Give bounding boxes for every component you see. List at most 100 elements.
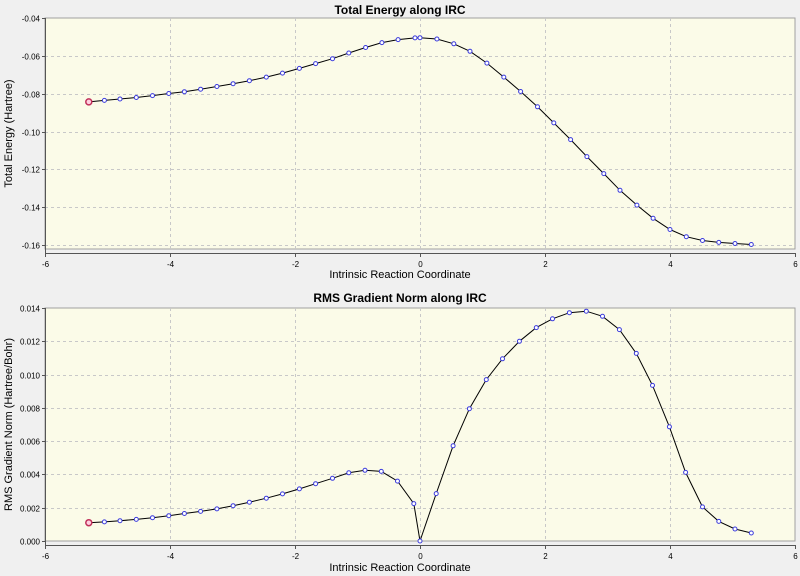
data-point — [650, 382, 655, 388]
y-tick-label: -0.10 — [22, 129, 41, 138]
data-point — [313, 481, 319, 487]
x-tick-label: -6 — [42, 552, 50, 561]
x-tick-label: -4 — [167, 552, 175, 561]
data-point — [330, 475, 335, 481]
x-tick-label: 6 — [793, 552, 798, 561]
data-point — [601, 171, 607, 177]
data-point — [133, 516, 139, 522]
data-point — [181, 511, 187, 516]
data-point — [501, 74, 507, 80]
data-point — [467, 48, 473, 54]
y-tick-label: 0.006 — [20, 438, 41, 447]
y-tick-label: -0.08 — [22, 91, 41, 100]
y-axis-label: Total Energy (Hartree) — [3, 79, 15, 187]
data-point — [667, 227, 673, 232]
y-tick-label: -0.14 — [22, 204, 41, 213]
data-point — [346, 470, 352, 476]
x-tick-label: 2 — [543, 260, 548, 269]
data-point — [417, 35, 423, 41]
chart-title: RMS Gradient Norm along IRC — [313, 291, 487, 305]
data-point — [296, 486, 302, 492]
x-tick-label: -2 — [292, 260, 300, 269]
data-point — [650, 215, 656, 221]
y-tick-label: 0.014 — [20, 305, 41, 314]
data-point — [246, 499, 252, 505]
data-point — [633, 350, 639, 356]
data-point — [616, 327, 622, 333]
y-tick-label: 0.002 — [20, 505, 41, 514]
data-point — [214, 84, 220, 89]
data-point — [700, 238, 705, 243]
data-point — [230, 81, 236, 87]
data-point — [451, 41, 457, 47]
y-tick-label: 0.008 — [20, 405, 41, 414]
x-tick-label: 4 — [668, 552, 673, 561]
data-point — [433, 491, 439, 497]
data-point — [700, 504, 705, 510]
data-point — [732, 526, 738, 532]
data-point — [500, 356, 505, 362]
data-point — [117, 96, 123, 102]
data-point — [395, 37, 401, 43]
x-tick-label: -4 — [167, 260, 175, 269]
data-point — [280, 491, 285, 497]
x-tick-label: 2 — [543, 552, 548, 561]
y-axis-label: RMS Gradient Norm (Hartree/Bohr) — [3, 338, 15, 511]
data-point — [166, 513, 172, 519]
data-point — [568, 137, 574, 143]
data-point — [263, 74, 269, 80]
y-tick-label: -0.12 — [22, 166, 41, 175]
x-axis-label: Intrinsic Reaction Coordinate — [329, 562, 470, 574]
data-point — [330, 56, 335, 62]
data-point — [748, 530, 754, 536]
y-tick-label: -0.06 — [22, 53, 41, 62]
data-point — [566, 310, 572, 316]
data-point — [313, 61, 319, 67]
x-tick-label: 0 — [418, 260, 423, 269]
x-tick-label: 6 — [793, 260, 798, 269]
data-point — [133, 95, 139, 100]
data-point — [617, 187, 623, 193]
y-tick-label: -0.16 — [22, 242, 41, 251]
y-tick-label: 0.000 — [20, 538, 41, 547]
data-point — [666, 424, 672, 430]
series-line — [88, 37, 752, 245]
data-point — [483, 377, 489, 383]
series-line — [88, 310, 752, 542]
energy-chart: -6 -4 -2 0 2 4 6 -0.16 -0.14 -0.12 -0.10 -0.08 -0.06… — [3, 3, 798, 281]
data-point — [198, 86, 204, 92]
data-point — [296, 65, 302, 71]
data-point — [533, 325, 539, 331]
x-tick-label: 0 — [418, 552, 423, 561]
data-point — [230, 503, 236, 509]
data-point — [346, 50, 352, 56]
x-axis-label: Intrinsic Reaction Coordinate — [329, 269, 470, 281]
y-tick-label: 0.010 — [20, 372, 41, 381]
data-point — [101, 519, 107, 525]
chart-title: Total Energy along IRC — [334, 3, 465, 17]
data-point — [551, 120, 557, 126]
data-point — [683, 234, 689, 240]
data-point — [450, 443, 456, 449]
x-tick-label: -2 — [292, 552, 300, 561]
data-point — [362, 467, 368, 473]
data-point — [246, 78, 252, 84]
data-point — [166, 91, 172, 96]
data-point — [181, 89, 187, 95]
data-point — [378, 468, 384, 474]
data-point — [550, 316, 555, 322]
data-point — [716, 239, 722, 245]
data-point — [466, 406, 472, 412]
data-point — [101, 97, 107, 103]
start-point — [85, 98, 93, 106]
data-point — [748, 242, 754, 247]
data-point — [117, 518, 123, 524]
data-point — [518, 89, 524, 94]
data-point — [716, 518, 722, 524]
data-point — [434, 36, 440, 42]
data-point — [363, 45, 369, 50]
data-point — [535, 104, 540, 110]
data-point — [634, 202, 640, 208]
data-point — [484, 60, 490, 66]
